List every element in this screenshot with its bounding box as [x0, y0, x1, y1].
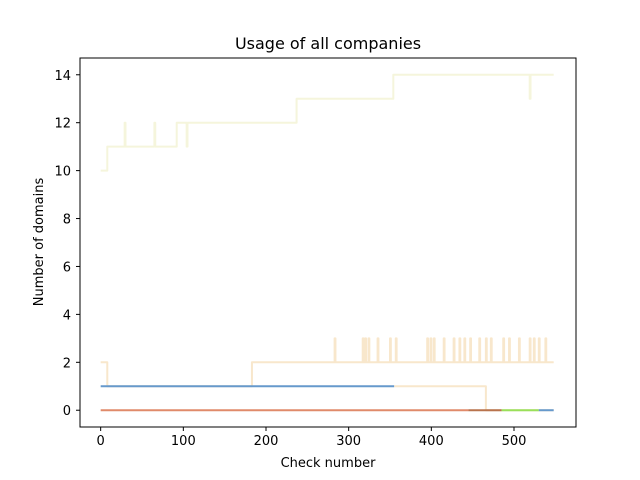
x-tick-label: 300 — [336, 434, 361, 449]
series-layer — [100, 73, 554, 412]
y-tick-label: 12 — [54, 117, 71, 132]
y-tick-label: 8 — [63, 213, 71, 228]
x-tick-label: 400 — [419, 434, 444, 449]
y-tick-label: 6 — [63, 260, 71, 275]
y-axis: 0 2 4 6 8 10 12 14 — [54, 69, 80, 419]
series-line-3 — [394, 385, 554, 412]
x-tick-label: 200 — [254, 434, 279, 449]
y-tick-label: 14 — [54, 69, 71, 84]
series-line-2 — [100, 337, 554, 388]
x-tick-label: 500 — [502, 434, 527, 449]
y-tick-label: 2 — [63, 356, 71, 371]
x-axis-label: Check number — [281, 456, 377, 471]
y-tick-label: 0 — [63, 404, 71, 419]
y-tick-label: 10 — [54, 165, 71, 180]
series-line-1 — [100, 73, 554, 172]
y-tick-label: 4 — [63, 308, 71, 323]
chart-title: Usage of all companies — [235, 34, 421, 53]
plot-area-frame — [79, 57, 577, 428]
x-tick-label: 100 — [171, 434, 196, 449]
y-axis-label: Number of domains — [32, 178, 47, 307]
x-tick-label: 0 — [97, 434, 105, 449]
x-axis: 0 100 200 300 400 500 — [97, 427, 527, 449]
